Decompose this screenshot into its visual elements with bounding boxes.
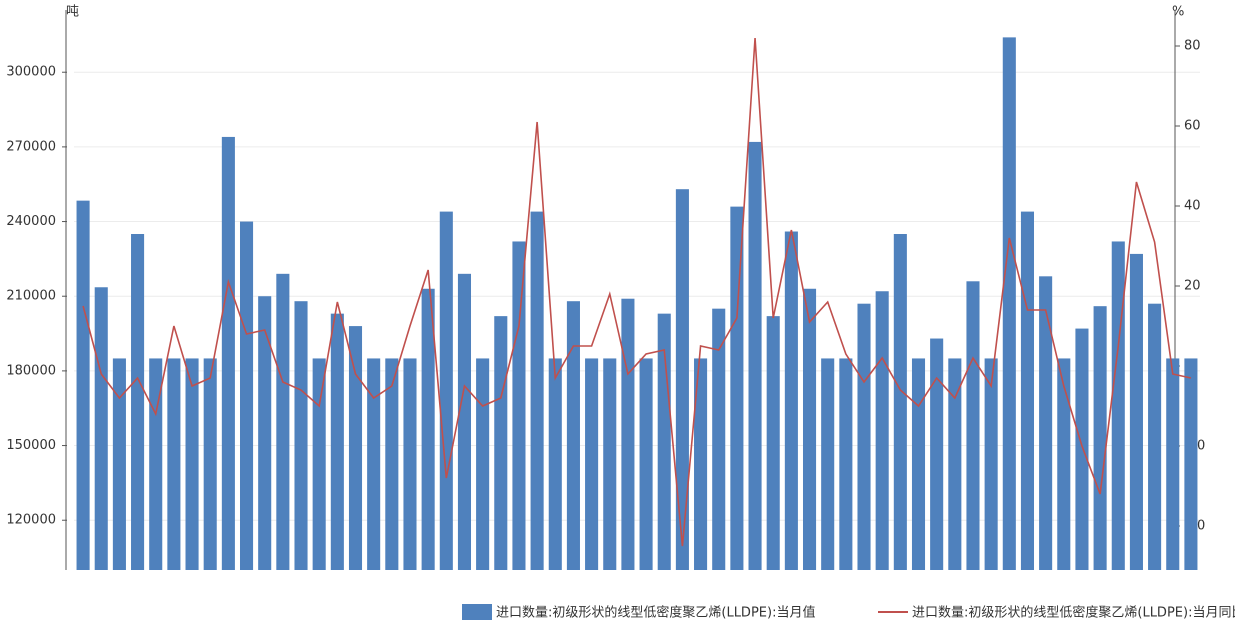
y2-tick-label: 80 [1184, 39, 1201, 54]
bar [94, 287, 108, 570]
bar [385, 358, 399, 570]
y2-tick-label: 20 [1184, 279, 1201, 294]
y2-tick-label: 40 [1184, 199, 1201, 214]
bar [930, 338, 944, 570]
bar [203, 358, 217, 570]
bar [639, 358, 653, 570]
bar [403, 358, 417, 570]
bar [694, 358, 708, 570]
bar [1020, 211, 1035, 570]
bar [802, 288, 817, 570]
legend-label: 进口数量:初级形状的线型低密度聚乙烯(LLDPE):当月值 [496, 605, 815, 621]
bar [621, 298, 635, 570]
bar [294, 301, 308, 570]
bar [712, 308, 726, 570]
bar [167, 358, 181, 570]
bar [76, 200, 90, 570]
y-tick-label: 120000 [6, 513, 56, 528]
bar [530, 211, 544, 570]
bar [512, 241, 526, 570]
bar [421, 288, 435, 570]
bar [476, 358, 490, 570]
bar [857, 303, 871, 570]
bar [1002, 37, 1016, 570]
bar [730, 206, 744, 570]
bar [1184, 358, 1198, 570]
bar [839, 358, 853, 570]
bar [548, 358, 562, 570]
y-tick-label: 210000 [6, 289, 56, 304]
bar [439, 211, 453, 570]
bar [1039, 276, 1053, 570]
bar [367, 358, 381, 570]
bar [893, 234, 907, 570]
legend: 进口数量:初级形状的线型低密度聚乙烯(LLDPE):当月值 进口数量:初级形状的线… [462, 604, 1235, 621]
bar [1129, 253, 1143, 570]
y2-unit: % [1172, 5, 1184, 20]
bar [766, 316, 780, 570]
bar [948, 358, 962, 570]
legend-swatch [462, 604, 492, 620]
bar [675, 189, 689, 570]
bar [566, 301, 580, 570]
bar [494, 316, 508, 570]
bar [149, 358, 163, 570]
bar [1148, 303, 1162, 570]
bar [457, 273, 472, 570]
bar [984, 358, 998, 570]
bar [276, 273, 290, 570]
y-tick-label: 300000 [6, 65, 56, 80]
bar [911, 358, 926, 570]
bar [330, 313, 344, 570]
bar [348, 326, 363, 570]
bar [221, 136, 235, 570]
bar [1057, 358, 1071, 570]
bar [966, 281, 980, 570]
bar [748, 141, 762, 570]
bar [1111, 241, 1125, 570]
bar [784, 231, 798, 570]
bar [821, 358, 835, 570]
bar [1075, 328, 1089, 570]
bar [875, 291, 889, 570]
bar [603, 358, 617, 570]
bar [258, 296, 272, 570]
bar [131, 234, 145, 570]
y-tick-label: 270000 [6, 139, 56, 154]
bar [312, 358, 326, 570]
bar [1166, 358, 1180, 570]
y-tick-label: 150000 [6, 438, 56, 453]
bar [1093, 306, 1107, 570]
y-tick-label: 240000 [6, 214, 56, 229]
y-unit: 吨 [66, 5, 79, 20]
line [82, 37, 1192, 547]
legend-label: 进口数量:初级形状的线型低密度聚乙烯(LLDPE):当月同比(右轴) [912, 605, 1235, 621]
bar [239, 221, 254, 571]
y2-tick-label: 60 [1184, 119, 1201, 134]
bar [585, 358, 599, 570]
bar [185, 358, 199, 570]
bar [112, 358, 126, 570]
y-tick-label: 180000 [6, 363, 56, 378]
